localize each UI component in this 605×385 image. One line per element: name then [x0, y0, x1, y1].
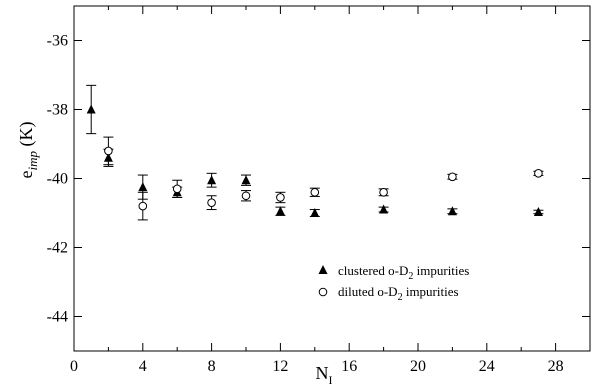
- clustered-point: [86, 84, 97, 135]
- x-tick-label: 24: [479, 358, 495, 375]
- circle-marker: [379, 188, 388, 197]
- legend-marker-diluted: [318, 287, 328, 297]
- x-tick-label: 8: [208, 358, 216, 375]
- x-axis-label: NI: [316, 363, 333, 385]
- clustered-point: [241, 174, 251, 186]
- triangle-marker: [310, 208, 320, 217]
- legend-label-diluted: diluted o-D2 impurities: [338, 284, 459, 303]
- circle-marker: [104, 146, 113, 156]
- diluted-point: [309, 187, 320, 197]
- x-tick-label: 28: [548, 358, 564, 375]
- triangle-marker: [86, 104, 96, 114]
- clustered-point: [275, 206, 286, 216]
- y-tick-label: -36: [47, 33, 68, 50]
- x-tick-label: 4: [139, 358, 147, 375]
- y-tick-label: -38: [47, 102, 68, 119]
- diluted-point: [241, 190, 251, 202]
- clustered-point: [206, 172, 217, 188]
- triangle-marker: [447, 206, 457, 216]
- circle-marker: [172, 184, 182, 194]
- triangle-marker: [207, 175, 217, 185]
- triangle-marker: [138, 182, 148, 192]
- data-marks: [86, 84, 544, 221]
- clustered-point: [533, 206, 544, 216]
- diluted-point: [533, 169, 544, 178]
- triangle-marker: [275, 206, 285, 216]
- diluted-point: [206, 195, 217, 211]
- clustered-point: [309, 208, 320, 217]
- diluted-point: [447, 172, 458, 182]
- triangle-marker: [241, 175, 251, 185]
- circle-marker: [207, 198, 216, 207]
- circle-marker: [534, 169, 543, 178]
- legend-marker-clustered: [318, 265, 328, 274]
- diluted-point: [275, 191, 286, 204]
- x-tick-label: 0: [70, 358, 78, 375]
- clustered-point: [447, 206, 458, 216]
- y-tick-label: -40: [47, 171, 68, 188]
- circle-marker: [448, 172, 457, 182]
- clustered-point: [378, 204, 389, 214]
- diluted-point: [103, 136, 114, 166]
- diluted-point: [172, 179, 183, 198]
- axis-ticks: 0 4 8 12 16 20 24 28 -44 -42 -40 -38 -36: [47, 6, 590, 375]
- plot-frame: [73, 5, 591, 352]
- legend-label-clustered: clustered o-D2 impurities: [338, 263, 469, 282]
- y-axis-label: eimp (K): [16, 122, 40, 179]
- legend: clustered o-D2 impurities diluted o-D2 i…: [318, 263, 469, 303]
- y-tick-label: -44: [47, 309, 68, 326]
- triangle-marker: [533, 206, 543, 216]
- diluted-point: [137, 191, 148, 221]
- circle-marker: [276, 193, 285, 202]
- y-tick-label: -42: [47, 240, 68, 257]
- diluted-point: [378, 188, 389, 197]
- circle-marker: [138, 201, 148, 211]
- circle-marker: [310, 188, 320, 197]
- x-tick-label: 12: [272, 358, 288, 375]
- triangle-marker: [379, 204, 389, 214]
- circle-marker: [241, 191, 251, 201]
- x-tick-label: 16: [341, 358, 357, 375]
- x-tick-label: 20: [410, 358, 426, 375]
